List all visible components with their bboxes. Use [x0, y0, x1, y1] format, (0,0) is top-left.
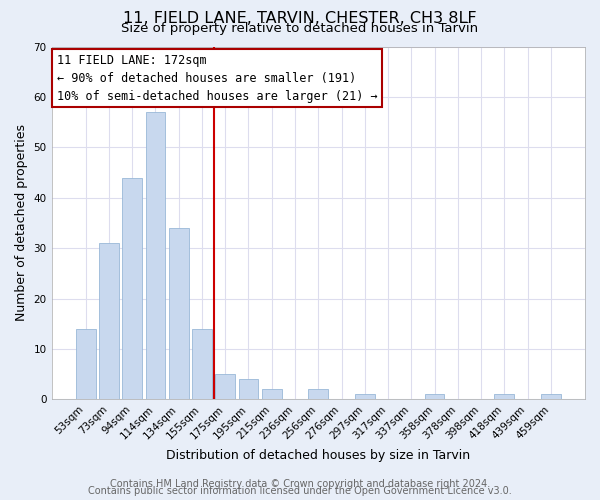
- Text: Contains HM Land Registry data © Crown copyright and database right 2024.: Contains HM Land Registry data © Crown c…: [110, 479, 490, 489]
- Bar: [215, 374, 235, 400]
- Bar: [169, 228, 188, 400]
- Bar: [192, 329, 212, 400]
- Bar: [99, 243, 119, 400]
- Text: Size of property relative to detached houses in Tarvin: Size of property relative to detached ho…: [121, 22, 479, 35]
- Bar: [541, 394, 561, 400]
- Text: 11, FIELD LANE, TARVIN, CHESTER, CH3 8LF: 11, FIELD LANE, TARVIN, CHESTER, CH3 8LF: [123, 11, 477, 26]
- X-axis label: Distribution of detached houses by size in Tarvin: Distribution of detached houses by size …: [166, 450, 470, 462]
- Bar: [262, 390, 281, 400]
- Bar: [355, 394, 374, 400]
- Text: Contains public sector information licensed under the Open Government Licence v3: Contains public sector information licen…: [88, 486, 512, 496]
- Bar: [308, 390, 328, 400]
- Bar: [146, 112, 166, 400]
- Bar: [239, 380, 259, 400]
- Bar: [425, 394, 445, 400]
- Y-axis label: Number of detached properties: Number of detached properties: [15, 124, 28, 322]
- Bar: [122, 178, 142, 400]
- Bar: [494, 394, 514, 400]
- Bar: [76, 329, 95, 400]
- Text: 11 FIELD LANE: 172sqm
← 90% of detached houses are smaller (191)
10% of semi-det: 11 FIELD LANE: 172sqm ← 90% of detached …: [57, 54, 377, 102]
